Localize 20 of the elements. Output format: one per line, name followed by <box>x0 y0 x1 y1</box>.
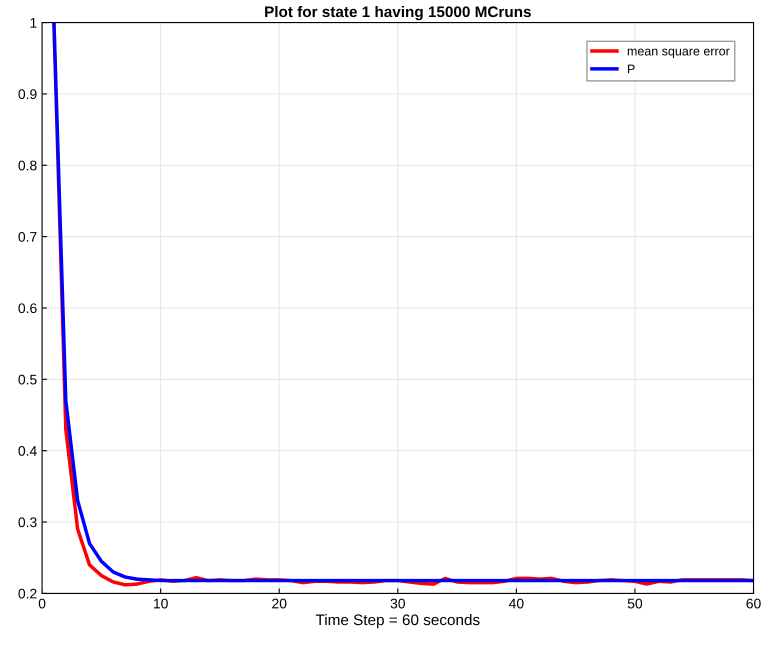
x-tick-label: 20 <box>272 598 286 608</box>
x-tick-label: 50 <box>628 598 642 608</box>
x-tick-label: 40 <box>508 598 524 608</box>
y-tick-label: 0.9 <box>18 89 37 100</box>
legend-label: P <box>628 64 635 74</box>
y-tick-label: 1 <box>30 18 37 28</box>
y-tick-label: 0.5 <box>18 374 37 385</box>
x-tick-label: 10 <box>154 598 168 608</box>
y-tick-label: 0.6 <box>18 303 37 314</box>
x-tick-label: 0 <box>38 598 46 608</box>
y-tick-label: 0.3 <box>18 517 37 528</box>
x-axis-title: Time Step = 60 seconds <box>316 614 480 628</box>
legend-label: mean square error <box>628 48 730 58</box>
x-tick-label: 30 <box>390 598 405 608</box>
y-tick-label: 0.7 <box>18 232 37 242</box>
y-tick-label: 0.4 <box>18 446 37 456</box>
y-tick-label: 0.8 <box>18 160 37 170</box>
chart-title: Plot for state 1 having 15000 MCruns <box>265 6 531 20</box>
y-tick-label: 0.2 <box>18 588 37 599</box>
x-tick-label: 60 <box>746 598 761 608</box>
